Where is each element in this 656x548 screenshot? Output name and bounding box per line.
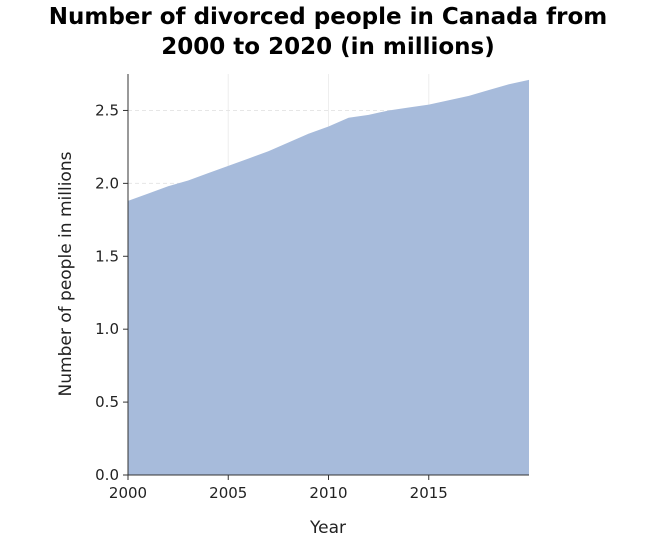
chart-title-line-2: 2000 to 2020 (in millions) <box>161 34 495 60</box>
x-tick-label: 2010 <box>309 484 347 502</box>
y-tick-label: 1.5 <box>95 247 119 265</box>
x-tick-label: 2015 <box>410 484 448 502</box>
y-tick-label: 1.0 <box>95 320 119 338</box>
y-tick-label: 2.0 <box>95 174 119 192</box>
y-tick-label: 0.5 <box>95 393 119 411</box>
chart-title-line-1: Number of divorced people in Canada from <box>48 4 608 30</box>
y-axis-title: Number of people in millions <box>56 151 76 396</box>
x-tick-label: 2005 <box>209 484 247 502</box>
x-axis-title: Year <box>309 518 346 538</box>
y-tick-label: 0.0 <box>95 466 119 484</box>
x-axis-ticks: 2000 2005 2010 2015 <box>109 475 448 502</box>
x-tick-label: 2000 <box>109 484 147 502</box>
area-series <box>128 79 529 475</box>
y-tick-label: 2.5 <box>95 101 119 119</box>
chart-title: Number of divorced people in Canada from… <box>0 2 656 62</box>
y-axis-ticks: 0.0 0.5 1.0 1.5 2.0 2.5 <box>95 101 128 484</box>
